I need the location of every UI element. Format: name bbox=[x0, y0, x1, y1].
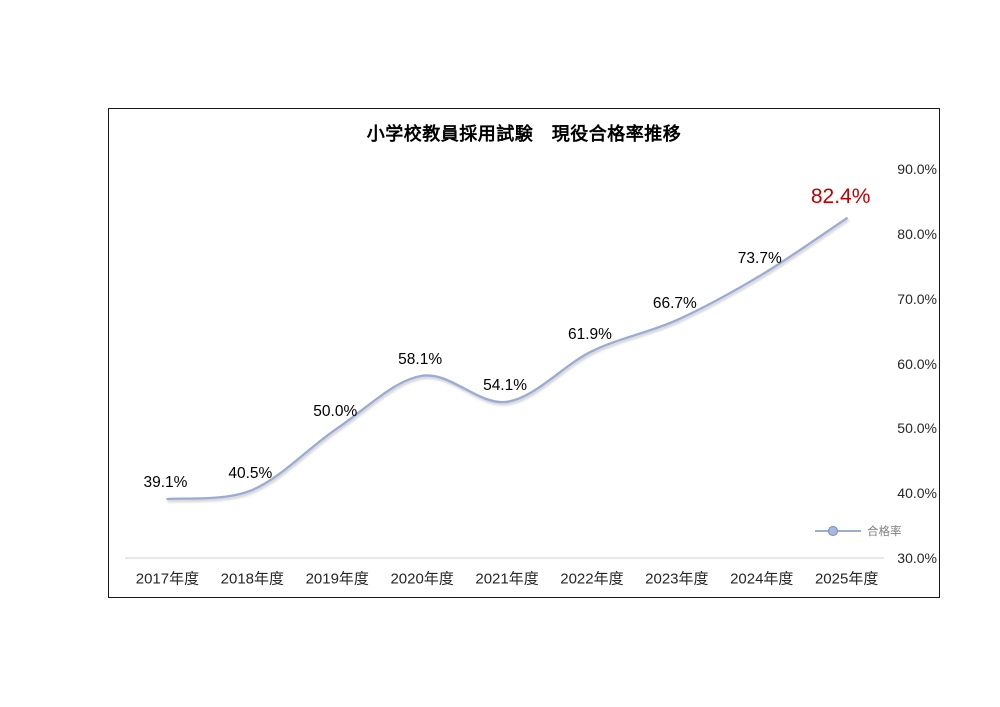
y-axis-tick-label: 50.0% bbox=[897, 420, 937, 437]
x-axis-tick-label: 2024年度 bbox=[730, 570, 794, 588]
y-axis-tick-label: 30.0% bbox=[897, 550, 937, 566]
y-axis-tick-label: 80.0% bbox=[897, 225, 937, 242]
x-axis-tick-label: 2019年度 bbox=[305, 570, 369, 588]
data-label: 61.9% bbox=[567, 326, 612, 344]
x-axis-tick-label: 2022年度 bbox=[560, 570, 624, 588]
data-label: 40.5% bbox=[228, 464, 273, 482]
y-axis-tick-label: 60.0% bbox=[897, 355, 937, 372]
chart-title: 小学校教員採用試験 現役合格率推移 bbox=[366, 124, 682, 144]
x-axis-tick-label: 2017年度 bbox=[135, 570, 200, 588]
y-axis-tick-label: 40.0% bbox=[897, 485, 937, 502]
x-axis-tick-label: 2023年度 bbox=[645, 570, 709, 588]
data-label: 39.1% bbox=[143, 474, 188, 491]
chart-area bbox=[108, 108, 940, 598]
data-label: 73.7% bbox=[737, 249, 782, 267]
legend-line-marker-icon bbox=[815, 525, 861, 537]
data-label: 66.7% bbox=[652, 295, 697, 313]
data-label: 54.1% bbox=[483, 376, 528, 394]
y-axis-tick-label: 90.0% bbox=[897, 161, 937, 177]
x-axis-tick-label: 2020年度 bbox=[390, 570, 454, 588]
legend-series-label: 合格率 bbox=[867, 526, 902, 538]
x-axis-tick-label: 2021年度 bbox=[475, 570, 539, 588]
legend: 合格率 bbox=[812, 522, 902, 540]
series-line bbox=[166, 217, 848, 501]
data-label: 50.0% bbox=[313, 403, 358, 421]
y-axis-tick-label: 70.0% bbox=[897, 290, 937, 307]
data-label: 58.1% bbox=[398, 350, 443, 368]
x-axis-tick-label: 2018年度 bbox=[220, 570, 285, 588]
x-axis-tick-label: 2025年度 bbox=[814, 570, 879, 588]
data-label-highlighted: 82.4% bbox=[810, 185, 871, 209]
